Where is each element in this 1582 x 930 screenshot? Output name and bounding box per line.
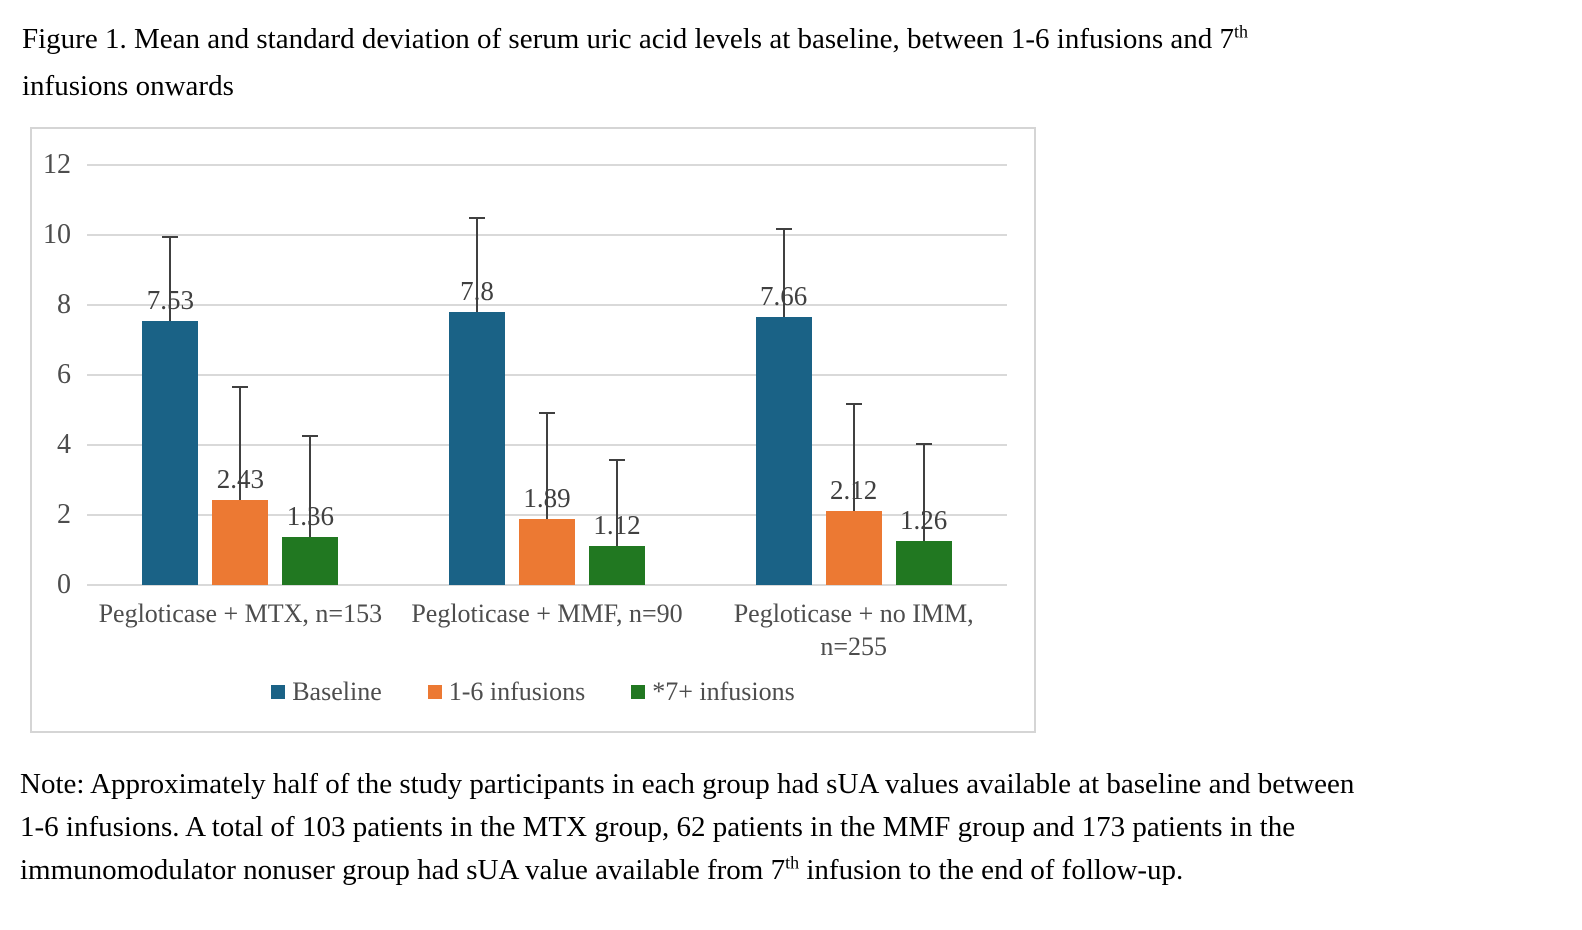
error-bar-line (616, 459, 618, 546)
x-category-label: Pegloticase + MTX, n=153 (98, 599, 383, 628)
bar-slot: 1.36 (282, 165, 339, 585)
bar-group: 7.53 2.43 1.36 (87, 165, 394, 585)
legend-swatch-icon (631, 685, 646, 699)
bar--7-infusions (589, 545, 645, 585)
y-tick-label: 8 (57, 289, 71, 321)
note-line-1: Note: Approximately half of the study pa… (20, 768, 1355, 800)
legend-label: 1-6 infusions (448, 677, 586, 706)
error-bar-cap (539, 411, 555, 414)
legend-label: *7+ infusions (652, 677, 795, 706)
y-tick-label: 6 (57, 359, 71, 390)
data-label: 1.12 (593, 509, 641, 540)
error-bar-line (239, 386, 242, 500)
bar-slot: 2.43 (212, 165, 269, 585)
y-tick-label: 4 (57, 429, 71, 461)
data-label: 7.53 (146, 285, 194, 316)
bar-baseline (755, 316, 812, 585)
gridline (87, 584, 1007, 586)
figure-title-superscript: th (1234, 21, 1248, 42)
bar-baseline (449, 312, 505, 585)
bar-1-6-infusions (825, 510, 882, 585)
error-bar-line (782, 229, 785, 317)
legend-item: Baseline (271, 679, 382, 705)
gridline (87, 234, 1007, 236)
legend-swatch-icon (427, 685, 442, 699)
note-line-2: 1-6 infusions. A total of 103 patients i… (20, 811, 1296, 843)
figure-note: Note: Approximately half of the study pa… (20, 763, 1565, 892)
bar-group: 7.66 2.12 1.26 (700, 165, 1007, 585)
bar--7-infusions (895, 540, 952, 585)
error-bar-cap (469, 216, 485, 219)
plot-area: 7.53 2.43 1.36 7.8 1.89 1.12 7.66 2.12 1.26 (87, 164, 1007, 586)
bar-group: 7.8 1.89 1.12 (394, 165, 701, 585)
legend-item: 1-6 infusions (427, 677, 586, 706)
error-bar-cap (162, 235, 179, 238)
data-label: 1.26 (900, 504, 948, 535)
x-category-label: Pegloticase + no IMM, n=255 (733, 599, 974, 661)
error-bar-line (546, 412, 548, 519)
y-tick-label: 2 (57, 499, 71, 531)
bar-slot: 7.53 (142, 165, 199, 585)
data-label: 7.8 (460, 276, 494, 306)
gridline (87, 304, 1007, 307)
y-tick-label: 12 (43, 149, 71, 180)
error-bar-cap (302, 434, 319, 437)
data-label: 2.12 (830, 474, 878, 505)
bar-chart: 0 2 4 6 8 10 12 7.53 2.43 1.36 7.8 1.89 1.12 7.66 2.1… (30, 127, 1036, 733)
figure-title-line2: infusions onwards (22, 70, 234, 102)
bar-slot: 7.66 (755, 165, 812, 585)
bar--7-infusions (282, 537, 339, 585)
y-tick-label: 0 (57, 569, 71, 600)
figure-title-line1: Figure 1. Mean and standard deviation of… (22, 23, 1235, 55)
error-bar-line (309, 435, 312, 538)
legend-label: Baseline (292, 677, 382, 706)
note-line-3-text: immunomodulator nonuser group had sUA va… (20, 854, 786, 886)
legend-swatch-icon (271, 685, 286, 699)
error-bar-line (922, 443, 925, 541)
error-bar-cap (775, 228, 792, 231)
figure-title: Figure 1. Mean and standard deviation of… (22, 16, 1560, 110)
bar-1-6-infusions (519, 518, 575, 585)
error-bar-cap (845, 402, 862, 405)
x-axis-category-labels: Pegloticase + MTX, n=153 Pegloticase + MM… (87, 597, 1007, 663)
bar-baseline (142, 321, 199, 585)
chart-legend: Baseline 1-6 infusions *7+ infusions (32, 679, 1034, 705)
data-label: 2.43 (216, 463, 264, 494)
y-tick-label: 10 (43, 219, 71, 250)
bar-slot: 1.12 (589, 165, 645, 585)
note-superscript: th (785, 852, 800, 873)
error-bar-line (476, 217, 478, 312)
bar-1-6-infusions (212, 499, 269, 585)
error-bar-line (852, 403, 855, 511)
x-category-label: Pegloticase + MMF, n=90 (411, 599, 683, 628)
bar-slot: 2.12 (825, 165, 882, 585)
note-line-3: immunomodulator nonuser group had sUA va… (20, 849, 1565, 892)
note-line-3-suffix: infusion to the end of follow-up. (799, 854, 1184, 886)
bar-slot: 1.89 (519, 165, 575, 585)
gridline (87, 374, 1007, 376)
error-bar-cap (915, 442, 932, 445)
bar-slot: 7.8 (449, 165, 505, 585)
data-label: 1.36 (286, 501, 334, 532)
error-bar-cap (609, 458, 625, 461)
bar-groups-layer: 7.53 2.43 1.36 7.8 1.89 1.12 7.66 2.12 1.26 (87, 165, 1007, 585)
legend-item: *7+ infusions (631, 679, 795, 705)
data-label: 1.89 (523, 482, 571, 513)
data-label: 7.66 (760, 280, 808, 311)
y-axis: 0 2 4 6 8 10 12 (32, 151, 87, 599)
gridline (87, 164, 1007, 166)
error-bar-cap (232, 385, 249, 388)
bar-slot: 1.26 (895, 165, 952, 585)
error-bar-line (169, 236, 172, 322)
